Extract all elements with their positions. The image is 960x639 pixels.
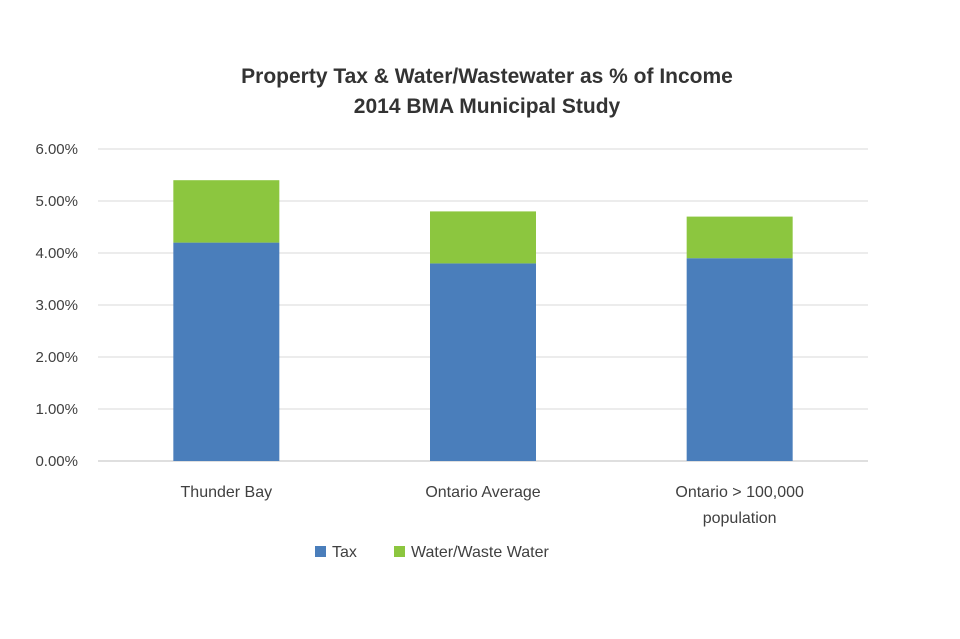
x-category-label: population xyxy=(703,510,777,527)
legend: Tax Water/Waste Water xyxy=(315,544,549,561)
x-category-label: Ontario Average xyxy=(425,484,540,501)
bar-water-1 xyxy=(430,211,536,264)
bars xyxy=(173,180,793,461)
bar-tax-1 xyxy=(430,263,536,461)
bar-tax-2 xyxy=(686,258,793,461)
legend-swatch xyxy=(394,546,405,557)
chart-subtitle: 2014 BMA Municipal Study xyxy=(354,95,621,118)
y-tick-label: 2.00% xyxy=(35,349,78,366)
x-category-label: Ontario > 100,000 xyxy=(675,484,804,501)
chart-title: Property Tax & Water/Wastewater as % of … xyxy=(241,65,733,88)
legend-swatch xyxy=(315,546,326,557)
y-axis-tick-labels: 0.00% 1.00% 2.00% 3.00% 4.00% 5.00% 6.00% xyxy=(35,141,78,470)
y-tick-label: 0.00% xyxy=(35,453,78,470)
y-tick-label: 5.00% xyxy=(35,193,78,210)
bar-water-0 xyxy=(173,180,280,243)
x-axis-category-labels: Thunder Bay Ontario Average Ontario > 100,… xyxy=(181,484,805,527)
x-category-label: Thunder Bay xyxy=(181,484,273,501)
y-tick-label: 3.00% xyxy=(35,297,78,314)
y-tick-label: 6.00% xyxy=(35,141,78,158)
bar-water-2 xyxy=(686,216,793,259)
y-tick-label: 1.00% xyxy=(35,401,78,418)
legend-label: Tax xyxy=(332,544,357,561)
legend-label: Water/Waste Water xyxy=(411,544,549,561)
bar-tax-0 xyxy=(173,242,280,461)
y-tick-label: 4.00% xyxy=(35,245,78,262)
